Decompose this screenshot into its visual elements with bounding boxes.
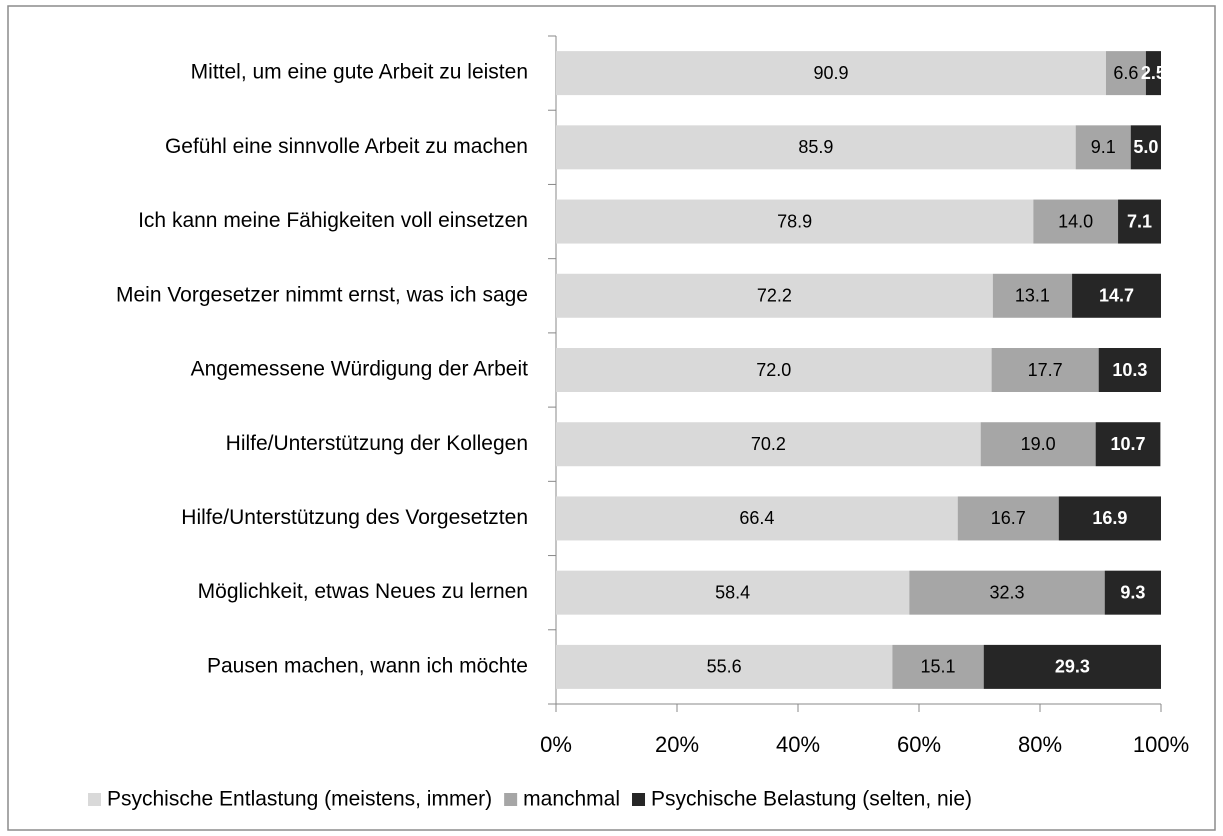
bar-segment [556, 273, 993, 318]
legend-swatch [632, 793, 646, 806]
category-label: Pausen machen, wann ich möchte [207, 654, 528, 677]
bar-segment [992, 273, 1073, 318]
value-label: 29.3 [1055, 657, 1090, 677]
value-label: 14.7 [1099, 286, 1134, 306]
x-tick-label: 0% [540, 732, 572, 757]
category-label: Möglichkeit, etwas Neues zu lernen [198, 580, 528, 603]
value-label: 70.2 [751, 434, 786, 454]
bar-segment [892, 644, 984, 689]
legend-swatch [88, 793, 101, 806]
x-tick-label: 100% [1133, 732, 1189, 757]
value-label: 10.3 [1112, 360, 1147, 380]
x-tick-label: 60% [897, 732, 941, 757]
value-label: 90.9 [813, 63, 848, 83]
value-label: 72.2 [757, 286, 792, 306]
bar-segment [1095, 422, 1161, 467]
category-label: Gefühl eine sinnvolle Arbeit zu machen [165, 135, 528, 158]
value-label: 2.5 [1141, 63, 1166, 83]
bar-segment [1075, 125, 1131, 170]
value-label: 66.4 [739, 508, 774, 528]
bar-segment [1098, 348, 1161, 392]
bar-segment [556, 644, 893, 689]
value-label: 32.3 [990, 582, 1025, 602]
value-label: 17.7 [1028, 360, 1063, 380]
bar-segment [1130, 125, 1161, 170]
bar-segment [1104, 570, 1161, 615]
x-tick-label: 40% [776, 732, 820, 757]
value-label: 16.7 [991, 508, 1026, 528]
bar-segment [983, 644, 1161, 689]
legend-label: Psychische Entlastung (meistens, immer) [107, 788, 492, 811]
bar-segment [1145, 51, 1161, 96]
category-label: Mittel, um eine gute Arbeit zu leisten [191, 61, 528, 84]
bar-segment [957, 496, 1059, 541]
value-label: 55.6 [707, 657, 742, 677]
bar-segment [556, 348, 992, 392]
category-label: Hilfe/Unterstützung des Vorgesetzten [181, 506, 528, 529]
value-label: 9.1 [1091, 137, 1116, 157]
bar-segment [556, 199, 1034, 244]
bar-segment [1105, 51, 1146, 96]
value-label: 10.7 [1111, 434, 1146, 454]
legend-label: Psychische Belastung (selten, nie) [651, 788, 972, 811]
value-label: 15.1 [921, 657, 956, 677]
value-label: 13.1 [1015, 286, 1050, 306]
value-label: 58.4 [715, 582, 750, 602]
bar-segment [980, 422, 1096, 467]
bar-segment [991, 348, 1099, 392]
bar-segment [556, 125, 1076, 170]
value-label: 85.9 [798, 137, 833, 157]
bar-segment [909, 570, 1105, 615]
bar-segment [556, 570, 910, 615]
category-label: Hilfe/Unterstützung der Kollegen [226, 432, 528, 455]
bar-segment [556, 422, 981, 467]
category-label: Ich kann meine Fähigkeiten voll einsetze… [138, 209, 528, 232]
value-label: 7.1 [1127, 211, 1152, 231]
x-tick-label: 20% [655, 732, 699, 757]
value-label: 6.6 [1113, 63, 1138, 83]
category-label: Angemessene Würdigung der Arbeit [191, 358, 529, 381]
value-label: 19.0 [1021, 434, 1056, 454]
value-label: 78.9 [777, 211, 812, 231]
bar-segment [1058, 496, 1161, 541]
bar-segment [1033, 199, 1119, 244]
x-tick-label: 80% [1018, 732, 1062, 757]
value-label: 16.9 [1092, 508, 1127, 528]
value-label: 5.0 [1133, 137, 1158, 157]
bar-segment [556, 496, 958, 541]
bar-segment [1118, 199, 1161, 244]
category-label: Mein Vorgesetzer nimmt ernst, was ich sa… [116, 283, 528, 306]
value-label: 72.0 [756, 360, 791, 380]
bar-segment [1072, 273, 1161, 318]
legend-swatch [504, 793, 518, 806]
legend-label: manchmal [523, 788, 620, 811]
value-label: 9.3 [1120, 582, 1145, 602]
value-label: 14.0 [1058, 211, 1093, 231]
bar-segment [556, 51, 1106, 96]
